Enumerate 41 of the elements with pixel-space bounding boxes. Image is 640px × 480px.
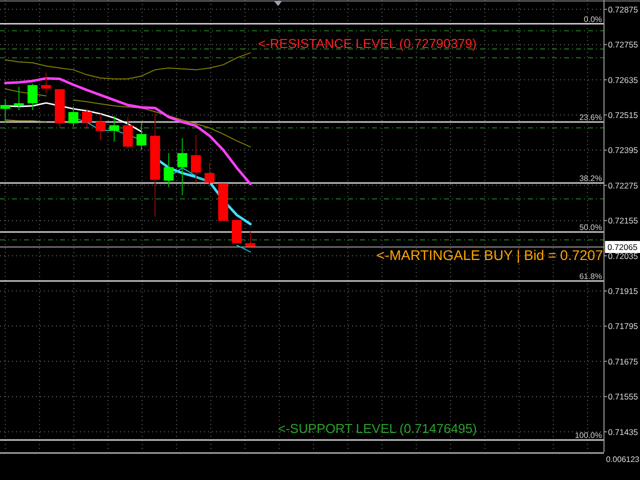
candlestick xyxy=(28,83,38,110)
annotation: <-SUPPORT LEVEL (0.71476495) xyxy=(278,421,477,436)
candlestick xyxy=(96,113,106,141)
annotation: 100.0% xyxy=(574,430,602,440)
annotation: 38.2% xyxy=(579,174,602,184)
y-tick-label: 0.71435 xyxy=(608,426,638,437)
candlestick xyxy=(109,115,120,142)
y-tick-label: 0.71555 xyxy=(608,392,638,402)
y-tick-label: 0.72635 xyxy=(608,74,638,85)
y-tick-label: 0.72755 xyxy=(608,40,638,50)
y-tick-label: 0.72275 xyxy=(608,180,638,190)
line-series xyxy=(4,77,252,186)
candlestick xyxy=(41,72,52,94)
annotation: 61.8% xyxy=(579,272,602,281)
line-series xyxy=(4,52,251,80)
candlestick xyxy=(82,108,92,128)
candlestick xyxy=(164,152,174,188)
y-tick-label: 0.72035 xyxy=(608,250,638,261)
candlestick xyxy=(245,231,256,248)
candlestick xyxy=(14,86,24,110)
y-tick-label: 0.71795 xyxy=(608,321,638,332)
y-tick-label: 0.72395 xyxy=(608,145,638,156)
y-tick-label: 0.72515 xyxy=(608,110,638,120)
annotation: <-MARTINGALE BUY | Bid = 0.7207 xyxy=(376,247,604,263)
ref-line-label: 0.72065 xyxy=(608,242,638,252)
text: 0.006123 xyxy=(606,455,640,464)
y-tick-label: 0.71675 xyxy=(608,356,638,366)
candlestick xyxy=(204,162,215,188)
annotation: 23.6% xyxy=(579,113,602,122)
candlestick xyxy=(68,106,78,128)
y-tick-label: 0.72875 xyxy=(608,4,638,14)
y-tick-label: 0.71915 xyxy=(608,286,638,296)
candlestick xyxy=(136,122,146,150)
candlestick xyxy=(0,98,10,124)
annotation: 0.0% xyxy=(584,14,602,24)
candlestick xyxy=(177,138,188,196)
candlestick xyxy=(122,116,133,149)
candlestick xyxy=(190,134,201,184)
annotation: <-RESISTANCE LEVEL (0.72790379) xyxy=(258,36,477,51)
y-tick-label: 0.72155 xyxy=(608,216,638,226)
annotation: 50.0% xyxy=(579,223,602,232)
